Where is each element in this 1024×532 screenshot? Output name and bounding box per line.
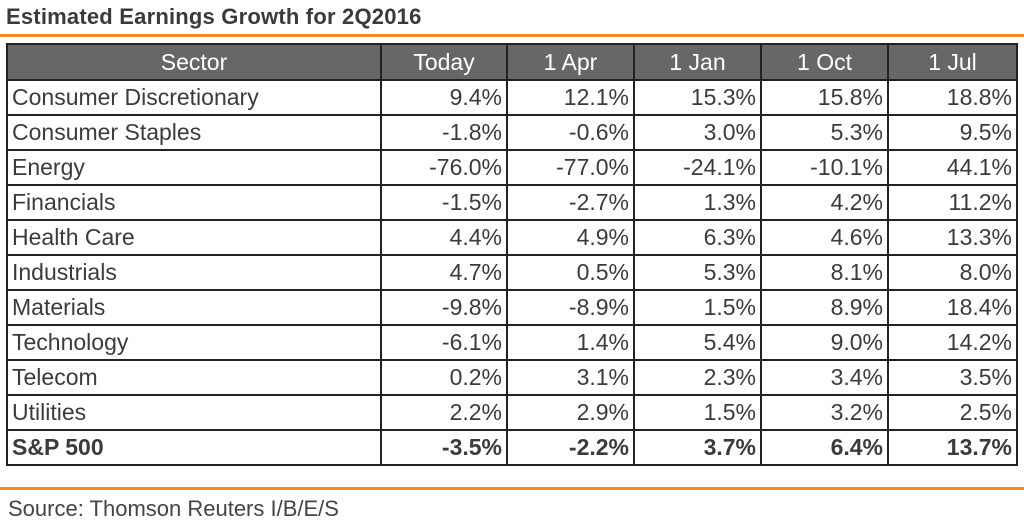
- growth-value-cell: 1.4%: [506, 324, 635, 361]
- growth-value-cell: 15.8%: [760, 79, 889, 116]
- sector-name-cell: Financials: [6, 184, 382, 221]
- growth-value-cell: 3.0%: [633, 114, 762, 151]
- sector-name-cell: Health Care: [6, 219, 382, 256]
- growth-value-cell: -3.5%: [380, 429, 508, 466]
- growth-value-cell: 3.7%: [633, 429, 762, 466]
- growth-value-cell: 5.4%: [633, 324, 762, 361]
- growth-value-cell: 9.5%: [887, 114, 1018, 151]
- growth-value-cell: 8.1%: [760, 254, 889, 291]
- sector-name-cell: Utilities: [6, 394, 382, 431]
- column-header-1-jan: 1 Jan: [633, 43, 762, 81]
- growth-value-cell: 4.7%: [380, 254, 508, 291]
- growth-value-cell: 2.3%: [633, 359, 762, 396]
- earnings-growth-table: Sector Today 1 Apr 1 Jan 1 Oct 1 Jul Con…: [6, 43, 1018, 466]
- growth-value-cell: 2.2%: [380, 394, 508, 431]
- growth-value-cell: 5.3%: [633, 254, 762, 291]
- column-header-1-jul: 1 Jul: [887, 43, 1018, 81]
- growth-value-cell: -9.8%: [380, 289, 508, 326]
- growth-value-cell: 2.9%: [506, 394, 635, 431]
- growth-value-cell: 18.4%: [887, 289, 1018, 326]
- growth-value-cell: 4.2%: [760, 184, 889, 221]
- growth-value-cell: 9.0%: [760, 324, 889, 361]
- growth-value-cell: 15.3%: [633, 79, 762, 116]
- growth-value-cell: -76.0%: [380, 149, 508, 186]
- growth-value-cell: -1.5%: [380, 184, 508, 221]
- growth-value-cell: -8.9%: [506, 289, 635, 326]
- growth-value-cell: -6.1%: [380, 324, 508, 361]
- sector-name-cell: Consumer Staples: [6, 114, 382, 151]
- sector-name-cell: Technology: [6, 324, 382, 361]
- growth-value-cell: -0.6%: [506, 114, 635, 151]
- table-row: Technology -6.1% 1.4% 5.4% 9.0% 14.2%: [6, 324, 1018, 361]
- growth-value-cell: 8.9%: [760, 289, 889, 326]
- growth-value-cell: 1.5%: [633, 289, 762, 326]
- sector-name-cell: Materials: [6, 289, 382, 326]
- growth-value-cell: 18.8%: [887, 79, 1018, 116]
- table-row: Materials -9.8% -8.9% 1.5% 8.9% 18.4%: [6, 289, 1018, 326]
- table-row: Energy -76.0% -77.0% -24.1% -10.1% 44.1%: [6, 149, 1018, 186]
- title-rule: [0, 34, 1024, 37]
- growth-value-cell: 0.5%: [506, 254, 635, 291]
- table-row: Utilities 2.2% 2.9% 1.5% 3.2% 2.5%: [6, 394, 1018, 431]
- growth-value-cell: 5.3%: [760, 114, 889, 151]
- table-row: Consumer Discretionary 9.4% 12.1% 15.3% 15.8…: [6, 79, 1018, 116]
- source-rule: [0, 487, 1024, 490]
- growth-value-cell: 14.2%: [887, 324, 1018, 361]
- column-header-1-oct: 1 Oct: [760, 43, 889, 81]
- growth-value-cell: 13.3%: [887, 219, 1018, 256]
- column-header-sector: Sector: [6, 43, 382, 81]
- sector-name-cell: S&P 500: [6, 429, 382, 466]
- table-row: Telecom 0.2% 3.1% 2.3% 3.4% 3.5%: [6, 359, 1018, 396]
- sector-name-cell: Industrials: [6, 254, 382, 291]
- table-row: S&P 500 -3.5% -2.2% 3.7% 6.4% 13.7%: [6, 429, 1018, 466]
- growth-value-cell: 3.5%: [887, 359, 1018, 396]
- growth-value-cell: 3.2%: [760, 394, 889, 431]
- growth-value-cell: 0.2%: [380, 359, 508, 396]
- growth-value-cell: 9.4%: [380, 79, 508, 116]
- growth-value-cell: 1.3%: [633, 184, 762, 221]
- growth-value-cell: -24.1%: [633, 149, 762, 186]
- growth-value-cell: 4.9%: [506, 219, 635, 256]
- growth-value-cell: 1.5%: [633, 394, 762, 431]
- table-row: Financials -1.5% -2.7% 1.3% 4.2% 11.2%: [6, 184, 1018, 221]
- source-note: Source: Thomson Reuters I/B/E/S: [8, 496, 339, 521]
- growth-value-cell: 6.4%: [760, 429, 889, 466]
- growth-value-cell: -77.0%: [506, 149, 635, 186]
- growth-value-cell: 3.1%: [506, 359, 635, 396]
- growth-value-cell: 44.1%: [887, 149, 1018, 186]
- table-header-row: Sector Today 1 Apr 1 Jan 1 Oct 1 Jul: [6, 43, 1018, 81]
- column-header-today: Today: [380, 43, 508, 81]
- chart-title: Estimated Earnings Growth for 2Q2016: [6, 4, 422, 29]
- growth-value-cell: 12.1%: [506, 79, 635, 116]
- growth-value-cell: 13.7%: [887, 429, 1018, 466]
- column-header-1-apr: 1 Apr: [506, 43, 635, 81]
- sector-name-cell: Energy: [6, 149, 382, 186]
- table-row: Industrials 4.7% 0.5% 5.3% 8.1% 8.0%: [6, 254, 1018, 291]
- table-row: Consumer Staples -1.8% -0.6% 3.0% 5.3% 9.5%: [6, 114, 1018, 151]
- growth-value-cell: 4.4%: [380, 219, 508, 256]
- table-body: Consumer Discretionary 9.4% 12.1% 15.3% 15.8…: [6, 79, 1018, 466]
- growth-value-cell: 4.6%: [760, 219, 889, 256]
- growth-value-cell: -1.8%: [380, 114, 508, 151]
- growth-value-cell: 2.5%: [887, 394, 1018, 431]
- growth-value-cell: -2.2%: [506, 429, 635, 466]
- growth-value-cell: -2.7%: [506, 184, 635, 221]
- sector-name-cell: Telecom: [6, 359, 382, 396]
- growth-value-cell: 8.0%: [887, 254, 1018, 291]
- sector-name-cell: Consumer Discretionary: [6, 79, 382, 116]
- growth-value-cell: 3.4%: [760, 359, 889, 396]
- growth-value-cell: 6.3%: [633, 219, 762, 256]
- table-row: Health Care 4.4% 4.9% 6.3% 4.6% 13.3%: [6, 219, 1018, 256]
- growth-value-cell: -10.1%: [760, 149, 889, 186]
- growth-value-cell: 11.2%: [887, 184, 1018, 221]
